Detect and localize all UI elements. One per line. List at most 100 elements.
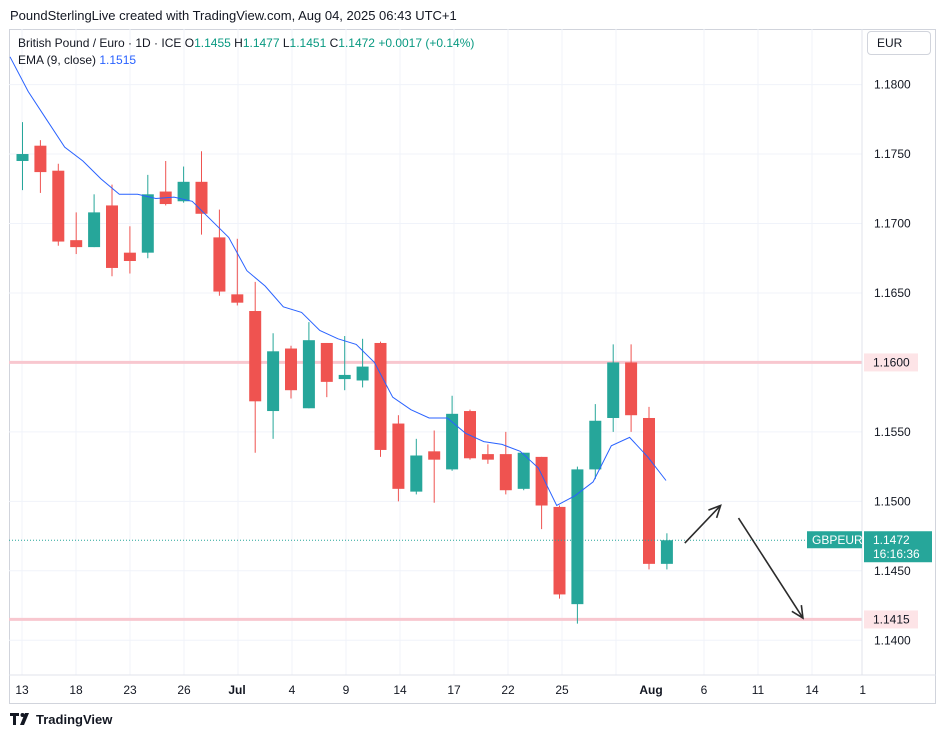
time-tick-label: 25 [555,683,569,697]
candle-body [267,351,280,412]
candle-body [213,237,226,292]
candle-body [481,454,494,460]
candle-body [553,506,566,595]
horizontal-level-label: 1.1415 [873,612,910,626]
arrow-head [708,504,722,519]
tradingview-logo-icon [10,713,32,728]
tradingview-brand-text: TradingView [36,712,113,727]
time-tick-label: 26 [177,683,191,697]
candle-body [428,451,441,460]
close-label: C [329,36,339,50]
price-tick-label: 1.1650 [874,286,911,300]
ema-value: 1.1515 [99,53,137,67]
high-label: H [234,36,243,50]
candle-body [356,366,369,381]
time-tick-label: 6 [701,683,708,697]
last-price-label-bg [864,531,932,563]
price-tick-label: 1.1750 [874,147,911,161]
candle-body [285,348,297,391]
price-tick-label: 1.1450 [874,564,911,578]
candle-body [374,342,387,450]
price-tick-label: 1.1500 [874,494,911,508]
time-tick-label: 1 [859,683,866,697]
low-label: L [282,36,290,50]
tradingview-branding: TradingView [10,712,112,728]
symbol-legend: British Pound / Euro · 1D · ICE O1.1455 … [18,35,474,69]
symbol-tag: GBPEUR [812,533,863,547]
candle-body [464,411,476,459]
horizontal-level-label-bg [864,353,918,372]
ema-line [9,56,667,507]
ema-row: EMA (9, close) 1.1515 [18,52,474,69]
candle-body [517,452,530,489]
time-tick-label: 18 [69,683,83,697]
close-value: 1.1472 [338,36,375,50]
countdown-label: 16:16:36 [873,547,920,561]
candle-body [70,240,83,248]
candle-body [607,362,620,418]
chart-grid [9,29,862,675]
time-axis: 13 18 23 26 Jul 4 9 14 17 22 25 Aug 6 11 14 1 [15,683,866,697]
candle-body [249,311,262,402]
candle-body [52,170,65,242]
time-tick-label: 23 [123,683,137,697]
low-value: 1.1451 [289,36,327,50]
time-tick-label: 4 [289,683,296,697]
change-value: +0.0017 (+0.14%) [378,36,475,50]
candle-body [625,362,638,416]
open-value: 1.1455 [194,36,231,50]
open-label: O [184,36,195,50]
candle-body [34,145,47,173]
drawing-arrows [684,504,804,620]
candle-body [410,455,423,492]
time-tick-label: Jul [228,683,245,697]
candle-body [141,194,154,253]
currency-button[interactable]: EUR [867,31,931,55]
candle-body [338,374,351,380]
candles [16,122,673,624]
symbol-title: British Pound / Euro · 1D · ICE [18,36,182,50]
time-tick-label: 14 [805,683,819,697]
high-value: 1.1477 [242,36,280,50]
chart-frame [9,29,936,704]
time-tick-label: 22 [501,683,515,697]
price-tick-label: 1.1700 [874,216,911,230]
time-tick-label: Aug [639,683,662,697]
ohlc-row: British Pound / Euro · 1D · ICE O1.1455 … [18,35,474,52]
candle-body [499,454,512,491]
horizontal-level-label-bg [864,610,918,629]
ema-label: EMA (9, close) [18,53,97,67]
time-tick-label: 11 [752,683,765,697]
candle-body [88,212,101,248]
last-price-label: 1.1472 [873,533,910,547]
chart-attribution: PoundSterlingLive created with TradingVi… [10,8,457,23]
candle-body [320,342,333,382]
candle-body [660,540,673,564]
time-tick-label: 17 [447,683,461,697]
candle-body [106,205,118,268]
time-tick-label: 14 [393,683,407,697]
candle-body [231,294,244,303]
arrow-shaft [684,504,722,544]
candle-body [446,413,459,470]
horizontal-lines [9,360,862,621]
candle-body [643,417,655,564]
candle-body [392,423,405,489]
time-tick-label: 9 [343,683,350,697]
time-tick-label: 13 [15,683,29,697]
symbol-tag-bg [807,531,862,549]
candle-body [571,469,584,605]
candle-body [589,420,602,470]
arrow-shaft [737,517,804,619]
candle-body [16,154,29,161]
arrow-head [791,605,804,620]
price-tick-label: 1.1400 [874,633,911,647]
price-tick-label: 1.1800 [874,78,911,92]
candle-body [177,181,190,202]
candle-body [302,340,315,409]
horizontal-level-label: 1.1600 [873,355,910,369]
candle-body [195,181,208,214]
candle-body [123,252,136,262]
